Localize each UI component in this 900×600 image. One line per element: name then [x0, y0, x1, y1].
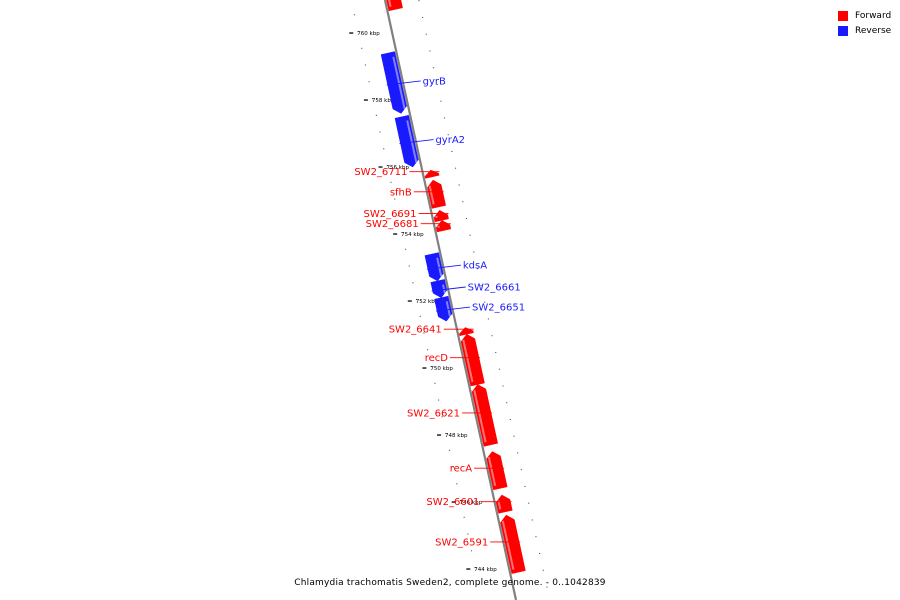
scale-ticks: 760 kbp 758 kbp 756 kbp 754 kbp 752 kbp 750 k…: [349, 0, 548, 588]
gene-label: SW2_6601: [426, 497, 479, 508]
gene-highlight: [501, 520, 515, 570]
gene-arrow-gyrb[interactable]: [380, 51, 407, 114]
genome-caption: Chlamydia trachomatis Sweden2, complete …: [294, 578, 606, 588]
reverse-swatch: [838, 25, 848, 36]
gene-highlight: [436, 257, 443, 277]
gene-label: gyrB: [423, 76, 446, 87]
gene-label: SW2_6711: [354, 167, 407, 178]
gene-leader: [386, 80, 421, 86]
gene-label: SW2_6651: [472, 303, 525, 314]
gene-arrow-sw2-6601[interactable]: [495, 494, 513, 514]
gene-label: SW2_6591: [435, 537, 488, 548]
gene-features: hemAgyrBgyrA2SW2_6711sfhBSW2_6691SW2_668…: [354, 0, 526, 574]
gene-leader: [435, 306, 471, 312]
genome-backbone: [383, 0, 518, 600]
gene-arrow-hema[interactable]: [383, 0, 403, 12]
gene-label: SW2_6641: [389, 325, 442, 336]
gene-arrow-recd[interactable]: [460, 333, 485, 387]
gene-arrow-sw2-6681[interactable]: [435, 219, 452, 233]
gene-label: SW2_6691: [363, 209, 416, 220]
tick-label: 752 kbp: [416, 299, 439, 305]
forward-swatch: [838, 10, 848, 21]
tick-label: 746 kbp: [460, 500, 483, 506]
tick-label: 756 kbp: [387, 165, 410, 171]
legend-label-reverse: Reverse: [855, 25, 892, 36]
gene-highlight: [406, 120, 418, 163]
gene-highlight: [473, 389, 487, 443]
gene-arrow-sw2-6621[interactable]: [471, 384, 498, 447]
tick-label: 758 kbp: [372, 98, 395, 104]
tick-label: 744 kbp: [474, 567, 497, 573]
gene-arrow-sw2-6661[interactable]: [430, 279, 448, 299]
tick-label: 750 kbp: [430, 366, 453, 372]
gene-arrow-reca[interactable]: [486, 451, 508, 491]
legend-item-forward: Forward: [838, 8, 891, 23]
gene-highlight: [442, 284, 446, 294]
gene-label: gyrA2: [435, 135, 465, 146]
legend-item-reverse: Reverse: [838, 23, 891, 38]
gene-label: recA: [450, 464, 473, 475]
gene-label: SW2_6621: [407, 408, 460, 419]
gene-arrow-sw2-6651[interactable]: [434, 295, 453, 322]
gene-label: SW2_6661: [468, 282, 521, 293]
gene-arrow-gyra2[interactable]: [394, 115, 419, 168]
gene-label: sfhB: [390, 187, 412, 198]
gene-highlight: [487, 456, 497, 486]
gene-label: kdsA: [463, 261, 487, 272]
legend-label-forward: Forward: [855, 10, 892, 21]
gene-arrow-sfhb[interactable]: [427, 179, 446, 209]
tick-label: 760 kbp: [357, 31, 380, 37]
gene-highlight: [428, 185, 435, 205]
gene-highlight: [392, 56, 406, 110]
gene-highlight: [445, 301, 452, 317]
gene-label: recD: [425, 353, 449, 364]
legend: Forward Reverse: [838, 8, 891, 38]
gene-arrow-sw2-6591[interactable]: [500, 514, 526, 574]
gene-highlight: [462, 339, 474, 383]
gene-leader: [426, 264, 461, 270]
gene-leader: [431, 286, 466, 292]
gene-highlight: [388, 0, 392, 7]
tick-label: 748 kbp: [445, 433, 468, 439]
tick-label: 754 kbp: [401, 232, 424, 238]
gene-leader: [399, 139, 434, 145]
gene-arrow-kdsa[interactable]: [424, 252, 444, 282]
gene-label: SW2_6681: [366, 219, 419, 230]
